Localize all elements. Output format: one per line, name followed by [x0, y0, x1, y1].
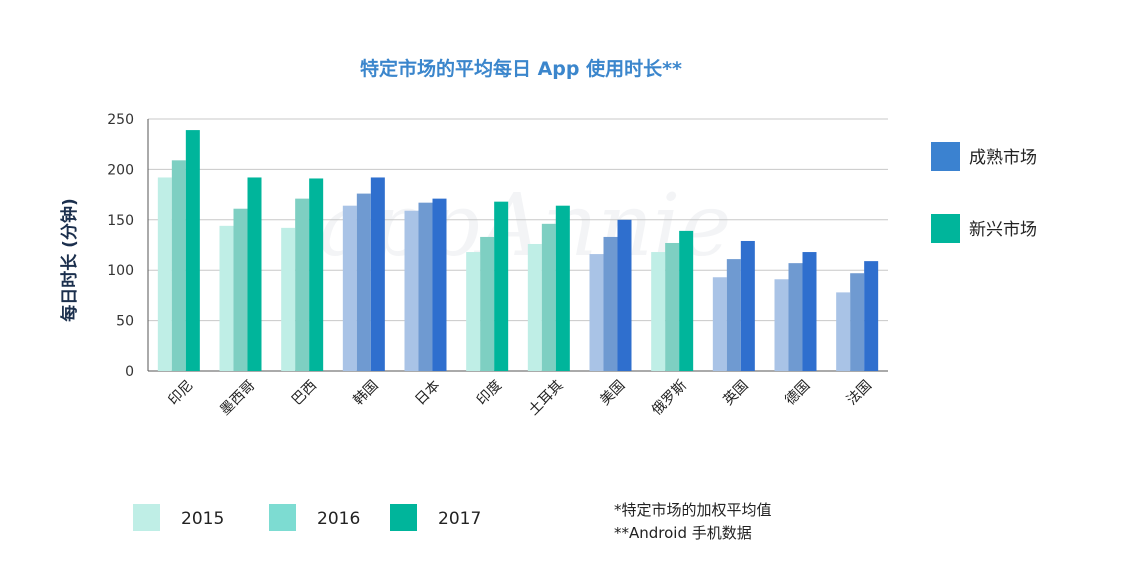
- bar-2015: [774, 279, 789, 371]
- bar-2015: [342, 205, 357, 371]
- legend-label: 新兴市场: [969, 220, 1037, 240]
- chart-title: 特定市场的平均每日 App 使用时长**: [360, 57, 682, 80]
- bar-2015: [219, 225, 234, 371]
- bar-2016: [233, 208, 248, 371]
- bar-2017: [740, 240, 755, 371]
- legend-swatch: [269, 504, 296, 531]
- bar-2016: [418, 202, 433, 371]
- x-category-label: 法国: [844, 378, 875, 409]
- legend-swatch: [931, 142, 960, 171]
- y-tick-label: 0: [125, 364, 134, 380]
- bars: [157, 130, 879, 371]
- bar-2016: [788, 263, 803, 371]
- y-axis-ticks: 0 50 100 150 200 250: [107, 112, 134, 380]
- bar-2017: [679, 230, 694, 371]
- bar-2016: [171, 160, 186, 371]
- note-weighted-average: *特定市场的加权平均值: [614, 501, 772, 519]
- bar-2015: [527, 243, 542, 371]
- bar-2016: [541, 223, 556, 371]
- x-category-label: 印度: [474, 378, 505, 409]
- legend-swatch: [931, 214, 960, 243]
- x-category-label: 印尼: [166, 378, 197, 409]
- bar-2016: [726, 259, 741, 371]
- bar-2015: [157, 177, 172, 371]
- x-category-label: 德国: [782, 378, 813, 409]
- bar-2017: [370, 177, 385, 371]
- grid: [147, 118, 888, 372]
- x-category-label: 英国: [720, 377, 752, 409]
- bar-2016: [850, 273, 865, 371]
- y-tick-label: 200: [107, 162, 134, 178]
- x-category-label: 韩国: [351, 378, 382, 409]
- bar-2015: [466, 252, 481, 371]
- bar-2017: [555, 205, 570, 371]
- legend-swatch: [133, 504, 160, 531]
- legend-label: 成熟市场: [969, 147, 1037, 168]
- legend-label: 2017: [438, 509, 481, 529]
- x-category-label: 巴西: [289, 378, 320, 409]
- x-category-label: 日本: [412, 378, 443, 409]
- bar-2015: [281, 227, 296, 371]
- y-tick-label: 150: [107, 213, 134, 229]
- bar-2015: [651, 252, 666, 371]
- bar-2015: [589, 254, 604, 371]
- bar-2017: [864, 261, 879, 371]
- bar-2016: [295, 198, 310, 371]
- note-android-data: **Android 手机数据: [614, 524, 752, 542]
- legend-label: 2015: [181, 509, 224, 529]
- x-category-label: 墨西哥: [217, 378, 258, 419]
- bar-2017: [494, 201, 509, 371]
- bar-2017: [432, 198, 447, 371]
- legend-label: 2016: [317, 509, 360, 529]
- bar-2017: [247, 177, 262, 371]
- year-legend: 2015 2016 2017: [133, 504, 481, 531]
- y-tick-label: 50: [116, 314, 134, 330]
- bar-2015: [712, 277, 727, 371]
- y-axis-label: 每日时长 (分钟): [59, 198, 80, 321]
- bar-2017: [617, 219, 632, 371]
- bar-2017: [802, 252, 817, 371]
- bar-2016: [356, 193, 371, 371]
- bar-2015: [404, 210, 419, 371]
- x-category-label: 美国: [597, 378, 628, 409]
- legend-swatch: [390, 504, 417, 531]
- bar-2016: [603, 236, 618, 371]
- bar-2016: [480, 236, 495, 371]
- y-tick-label: 250: [107, 112, 134, 128]
- bar-2016: [665, 242, 680, 371]
- y-tick-label: 100: [107, 263, 134, 279]
- x-category-label: 土耳其: [526, 378, 567, 419]
- bar-2017: [309, 178, 324, 371]
- x-category-label: 俄罗斯: [649, 378, 690, 419]
- bar-2017: [185, 130, 200, 371]
- bar-2015: [836, 292, 851, 371]
- x-axis-categories: 印尼 墨西哥 巴西 韩国 日本 印度 土耳其 美国 俄罗斯 英国 德国 法国: [166, 377, 875, 419]
